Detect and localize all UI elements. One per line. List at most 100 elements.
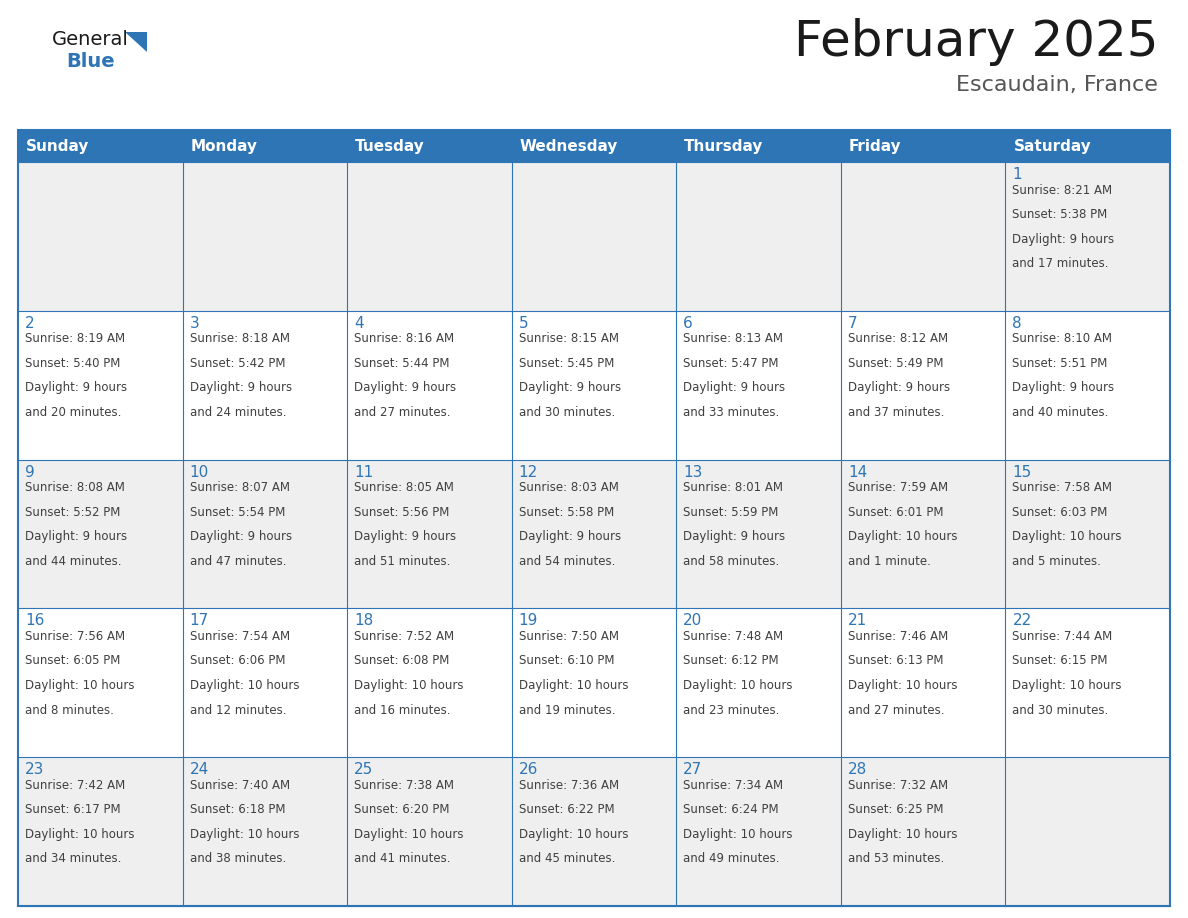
Text: Sunday: Sunday [26,139,89,153]
Bar [18,130,1170,906]
Text: Sunset: 6:20 PM: Sunset: 6:20 PM [354,803,449,816]
Text: Sunset: 5:52 PM: Sunset: 5:52 PM [25,506,120,519]
Text: and 40 minutes.: and 40 minutes. [1012,406,1108,419]
Text: 16: 16 [25,613,44,629]
Bar [183,460,347,609]
Text: 20: 20 [683,613,702,629]
Text: Escaudain, France: Escaudain, France [956,75,1158,95]
Text: Sunrise: 7:59 AM: Sunrise: 7:59 AM [848,481,948,494]
Text: and 5 minutes.: and 5 minutes. [1012,554,1101,567]
Text: and 47 minutes.: and 47 minutes. [190,554,286,567]
Text: Sunset: 5:44 PM: Sunset: 5:44 PM [354,357,449,370]
Text: Sunset: 5:59 PM: Sunset: 5:59 PM [683,506,778,519]
Text: Daylight: 10 hours: Daylight: 10 hours [848,531,958,543]
Text: Sunset: 5:47 PM: Sunset: 5:47 PM [683,357,779,370]
Bar [347,757,512,906]
Text: Sunrise: 8:16 AM: Sunrise: 8:16 AM [354,332,454,345]
Text: Daylight: 9 hours: Daylight: 9 hours [190,381,292,395]
Bar [183,311,347,460]
Text: Sunrise: 8:13 AM: Sunrise: 8:13 AM [683,332,783,345]
Text: Sunrise: 8:12 AM: Sunrise: 8:12 AM [848,332,948,345]
Text: Sunrise: 8:08 AM: Sunrise: 8:08 AM [25,481,125,494]
Text: Sunrise: 7:46 AM: Sunrise: 7:46 AM [848,630,948,643]
Text: Daylight: 10 hours: Daylight: 10 hours [190,828,299,841]
Bar [347,130,512,162]
Text: and 19 minutes.: and 19 minutes. [519,703,615,717]
Bar [512,757,676,906]
Text: Friday: Friday [849,139,902,153]
Text: Daylight: 9 hours: Daylight: 9 hours [354,381,456,395]
Text: 26: 26 [519,762,538,778]
Bar [183,609,347,757]
Text: and 24 minutes.: and 24 minutes. [190,406,286,419]
Text: 24: 24 [190,762,209,778]
Text: 17: 17 [190,613,209,629]
Text: Sunset: 5:42 PM: Sunset: 5:42 PM [190,357,285,370]
Text: Sunset: 6:18 PM: Sunset: 6:18 PM [190,803,285,816]
Text: Sunset: 6:25 PM: Sunset: 6:25 PM [848,803,943,816]
Text: 10: 10 [190,465,209,479]
Text: Sunrise: 7:40 AM: Sunrise: 7:40 AM [190,778,290,791]
Bar [347,311,512,460]
Bar [841,460,1005,609]
Text: Daylight: 10 hours: Daylight: 10 hours [25,828,134,841]
Bar [1005,460,1170,609]
Text: 28: 28 [848,762,867,778]
Bar [512,460,676,609]
Text: Sunrise: 7:32 AM: Sunrise: 7:32 AM [848,778,948,791]
Text: Sunrise: 7:42 AM: Sunrise: 7:42 AM [25,778,125,791]
Text: Sunset: 6:12 PM: Sunset: 6:12 PM [683,655,779,667]
Text: 8: 8 [1012,316,1022,330]
Text: Daylight: 10 hours: Daylight: 10 hours [25,679,134,692]
Text: Sunset: 5:49 PM: Sunset: 5:49 PM [848,357,943,370]
Text: 14: 14 [848,465,867,479]
Text: and 20 minutes.: and 20 minutes. [25,406,121,419]
Bar [18,311,183,460]
Text: General: General [52,30,128,49]
Bar [1005,311,1170,460]
Text: Daylight: 10 hours: Daylight: 10 hours [683,828,792,841]
Text: February 2025: February 2025 [794,18,1158,66]
Bar [1005,162,1170,311]
Text: and 49 minutes.: and 49 minutes. [683,852,779,866]
Bar [1005,757,1170,906]
Text: and 51 minutes.: and 51 minutes. [354,554,450,567]
Bar [512,609,676,757]
Text: Sunrise: 7:52 AM: Sunrise: 7:52 AM [354,630,454,643]
Bar [1005,130,1170,162]
Text: Daylight: 9 hours: Daylight: 9 hours [25,381,127,395]
Text: Sunset: 5:40 PM: Sunset: 5:40 PM [25,357,120,370]
Text: Daylight: 9 hours: Daylight: 9 hours [190,531,292,543]
Bar [18,162,183,311]
Text: 1: 1 [1012,167,1022,182]
Text: and 8 minutes.: and 8 minutes. [25,703,114,717]
Text: Sunset: 5:38 PM: Sunset: 5:38 PM [1012,208,1107,221]
Text: and 1 minute.: and 1 minute. [848,554,930,567]
Text: Sunrise: 8:05 AM: Sunrise: 8:05 AM [354,481,454,494]
Text: and 30 minutes.: and 30 minutes. [1012,703,1108,717]
Text: 6: 6 [683,316,693,330]
Bar [676,609,841,757]
Text: 5: 5 [519,316,529,330]
Bar [841,130,1005,162]
Text: Daylight: 9 hours: Daylight: 9 hours [25,531,127,543]
Bar [676,162,841,311]
Text: Sunrise: 8:03 AM: Sunrise: 8:03 AM [519,481,619,494]
Text: Daylight: 10 hours: Daylight: 10 hours [1012,679,1121,692]
Text: Sunrise: 8:21 AM: Sunrise: 8:21 AM [1012,184,1112,196]
Text: 9: 9 [25,465,34,479]
Text: Sunset: 5:51 PM: Sunset: 5:51 PM [1012,357,1107,370]
Text: Daylight: 10 hours: Daylight: 10 hours [683,679,792,692]
Bar [676,311,841,460]
Text: 3: 3 [190,316,200,330]
Bar [183,162,347,311]
Bar [347,609,512,757]
Text: 22: 22 [1012,613,1031,629]
Text: and 44 minutes.: and 44 minutes. [25,554,121,567]
Text: Daylight: 10 hours: Daylight: 10 hours [1012,531,1121,543]
Text: and 58 minutes.: and 58 minutes. [683,554,779,567]
Text: and 41 minutes.: and 41 minutes. [354,852,450,866]
Text: Sunset: 5:58 PM: Sunset: 5:58 PM [519,506,614,519]
Text: Sunset: 6:05 PM: Sunset: 6:05 PM [25,655,120,667]
Text: Sunset: 5:54 PM: Sunset: 5:54 PM [190,506,285,519]
